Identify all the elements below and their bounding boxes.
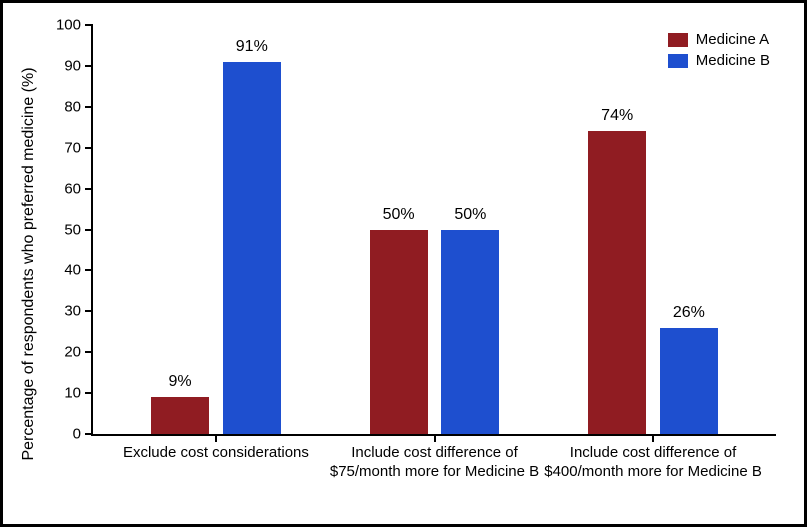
x-tick-label: Include cost difference of $75/month mor… xyxy=(325,434,545,482)
plot-wrap: Percentage of respondents who preferred … xyxy=(11,11,796,516)
bar: 91% xyxy=(223,62,281,434)
bar-value-label: 50% xyxy=(454,206,486,230)
bar-value-label: 50% xyxy=(383,206,415,230)
legend-swatch xyxy=(668,33,688,47)
chart-frame: Percentage of respondents who preferred … xyxy=(0,0,807,527)
x-tick-label: Include cost difference of $400/month mo… xyxy=(543,434,763,482)
y-tick-label: 20 xyxy=(64,344,93,361)
legend: Medicine A Medicine B xyxy=(668,31,770,73)
y-tick-label: 70 xyxy=(64,139,93,156)
legend-item: Medicine A xyxy=(668,31,770,48)
y-tick-label: 90 xyxy=(64,57,93,74)
y-axis-title: Percentage of respondents who preferred … xyxy=(20,67,38,460)
bar-value-label: 74% xyxy=(601,107,633,131)
legend-label: Medicine B xyxy=(696,52,770,69)
axes: Medicine AMedicine B 0102030405060708090… xyxy=(91,25,776,436)
bar: 74% xyxy=(588,131,646,434)
y-tick-label: 30 xyxy=(64,303,93,320)
bar: 9% xyxy=(151,397,209,434)
y-tick-label: 10 xyxy=(64,385,93,402)
x-tick-label: Exclude cost considerations xyxy=(106,434,326,463)
y-tick-label: 40 xyxy=(64,262,93,279)
bar: 50% xyxy=(441,230,499,435)
y-tick-label: 0 xyxy=(73,426,93,443)
legend-swatch xyxy=(668,54,688,68)
y-tick-label: 60 xyxy=(64,180,93,197)
legend-label: Medicine A xyxy=(696,31,769,48)
bar: 26% xyxy=(660,328,718,434)
y-tick-label: 100 xyxy=(56,17,93,34)
bar-value-label: 9% xyxy=(169,373,192,397)
bar-value-label: 91% xyxy=(236,38,268,62)
y-tick-label: 80 xyxy=(64,98,93,115)
bar: 50% xyxy=(370,230,428,435)
legend-item: Medicine B xyxy=(668,52,770,69)
y-tick-label: 50 xyxy=(64,221,93,238)
bar-value-label: 26% xyxy=(673,304,705,328)
axes-inner: Medicine AMedicine B 0102030405060708090… xyxy=(93,25,776,434)
